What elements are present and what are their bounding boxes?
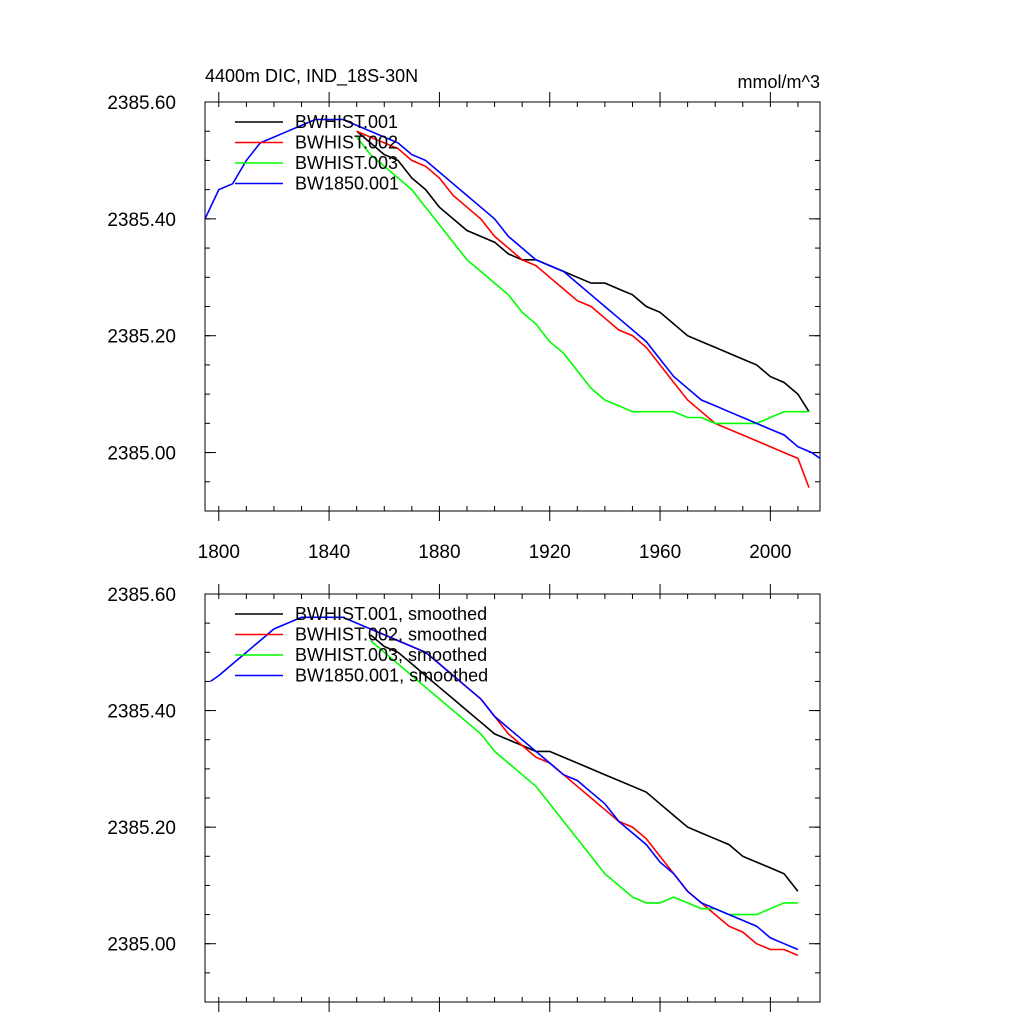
series-line-2	[356, 136, 809, 425]
y-tick-label: 2385.00	[107, 444, 176, 465]
series-line-0	[369, 634, 799, 892]
panel-title-right: mmol/m^3	[738, 72, 820, 92]
series-line-0	[356, 130, 810, 413]
top-panel: 4400m DIC, IND_18S-30N mmol/m^3 2385.00 2…	[107, 66, 821, 563]
series-line-1	[356, 130, 810, 488]
legend-label-3: BW1850.001	[295, 174, 399, 194]
x-tick-label: 1960	[639, 542, 681, 563]
y-tick-label: 2385.40	[107, 210, 176, 231]
legend-label-2: BWHIST.003, smoothed	[295, 645, 487, 665]
y-tick-label: 2385.60	[107, 93, 176, 114]
x-tick-label: 1880	[418, 542, 460, 563]
bottom-panel: 2385.00 2385.20 2385.40 2385.60 BWHIST.001, …	[107, 584, 821, 1012]
y-tick-label: 2385.20	[107, 818, 176, 839]
x-tick-label: 1840	[308, 542, 350, 563]
legend-label-0: BWHIST.001	[295, 112, 398, 132]
series-line-3	[210, 616, 799, 951]
panel-title-left: 4400m DIC, IND_18S-30N	[205, 66, 418, 87]
legend-label-1: BWHIST.002	[295, 133, 398, 153]
x-tick-label: 2000	[749, 542, 791, 563]
legend-label-2: BWHIST.003	[295, 153, 398, 173]
x-tick-label: 1800	[198, 542, 240, 563]
legend-label-0: BWHIST.001, smoothed	[295, 604, 487, 624]
series-line-3	[205, 118, 820, 460]
y-tick-label: 2385.40	[107, 702, 176, 723]
y-tick-label: 2385.20	[107, 327, 176, 348]
y-tick-label: 2385.00	[107, 935, 176, 956]
legend-label-3: BW1850.001, smoothed	[295, 666, 488, 686]
y-tick-label: 2385.60	[107, 585, 176, 606]
x-tick-label: 1920	[529, 542, 571, 563]
legend-label-1: BWHIST.002, smoothed	[295, 625, 487, 645]
